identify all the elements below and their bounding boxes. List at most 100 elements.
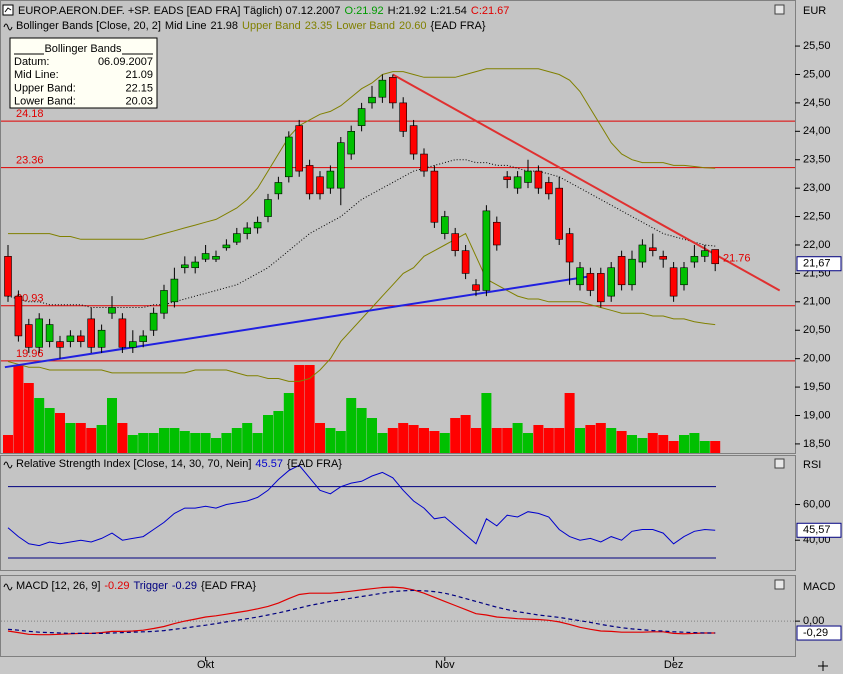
x-tick-label: Nov <box>435 659 455 671</box>
y-tick-label: 0,00 <box>803 615 824 627</box>
volume-bar <box>491 428 502 453</box>
candle-body <box>233 233 241 243</box>
chart-header: EUROP.AERON.DEF. +SP. EADS [EAD FRA] Täg… <box>18 5 509 17</box>
volume-bar <box>450 418 461 453</box>
candle-body <box>544 182 553 195</box>
volume-bar <box>398 423 409 453</box>
candle-body <box>191 261 199 269</box>
volume-bar <box>543 428 554 453</box>
candle-body <box>45 324 54 342</box>
volume-bar <box>315 423 325 453</box>
zoom-icon[interactable] <box>818 661 828 671</box>
candle-body <box>680 267 688 286</box>
y-tick-label: 25,50 <box>803 40 831 52</box>
volume-bar <box>325 428 336 453</box>
volume-bar <box>637 438 648 453</box>
candle-body <box>222 244 231 249</box>
info-value: 20.03 <box>125 96 153 108</box>
volume-bar <box>117 423 128 453</box>
candle-body <box>492 221 501 246</box>
indicator-suffix: {EAD FRA} <box>431 20 486 32</box>
volume-bar <box>710 441 721 453</box>
candle-body <box>181 264 189 269</box>
chart-title: EUROP.AERON.DEF. +SP. EADS [EAD FRA] Täg… <box>18 5 341 17</box>
volume-bar <box>200 433 211 453</box>
candle-body <box>357 108 366 126</box>
y-tick-label: 24,50 <box>803 97 831 109</box>
candle-body <box>295 125 304 172</box>
legend-value: 21.98 <box>211 20 239 32</box>
macd-line <box>7 586 716 636</box>
volume-bar <box>44 408 55 453</box>
volume-bar <box>75 423 86 453</box>
volume-bar <box>263 415 273 453</box>
info-title: Bollinger Bands <box>44 43 122 55</box>
candle-body <box>420 153 428 172</box>
band-line <box>7 232 716 382</box>
volume-bar <box>304 365 315 453</box>
candle-body <box>524 170 532 183</box>
candle-body <box>201 253 210 260</box>
candle-body <box>212 256 220 260</box>
window-button[interactable] <box>774 458 785 469</box>
y-tick-label: 20,50 <box>803 324 831 336</box>
macd-value: -0.29 <box>104 580 129 592</box>
candle-body <box>461 250 470 274</box>
volume-bar <box>523 433 533 453</box>
candle-body <box>628 258 636 286</box>
y-tick-label: 18,50 <box>803 438 831 450</box>
info-value: 21.09 <box>125 69 153 81</box>
volume-bar <box>439 433 450 453</box>
candle-body <box>284 136 293 178</box>
legend-name: Lower Band <box>336 20 395 32</box>
volume-bar <box>169 428 180 453</box>
candle-body <box>451 233 460 251</box>
last-value-box <box>796 256 842 272</box>
volume-bar <box>627 435 637 453</box>
candle-body <box>77 335 85 342</box>
volume-bar <box>55 413 65 453</box>
volume-bar <box>65 423 76 453</box>
volume-bar <box>408 425 419 453</box>
candle-body <box>97 329 106 348</box>
candle-body <box>336 142 345 189</box>
volume-bar <box>377 433 388 453</box>
window-button[interactable] <box>774 579 785 590</box>
volume-bar <box>460 415 471 453</box>
indicator-icon <box>3 23 13 31</box>
candle-body <box>305 165 314 195</box>
ohlc-label: L:21.54 <box>430 5 467 17</box>
rsi-line <box>7 464 716 547</box>
candle-body <box>648 247 657 251</box>
candle-body <box>586 273 595 291</box>
candle-body <box>139 335 147 342</box>
y-tick-label: 20,00 <box>803 353 831 365</box>
rsi-header: Relative Strength Index [Close, 14, 30, … <box>16 458 342 470</box>
candle-body <box>638 244 647 263</box>
volume-bar <box>252 433 263 453</box>
window-button[interactable] <box>774 4 785 15</box>
volume-bar <box>3 435 13 453</box>
x-tick-label: Okt <box>197 659 214 671</box>
volume-bar <box>148 433 159 453</box>
candle-body <box>66 335 75 342</box>
volume-bar <box>107 398 117 453</box>
volume-bar <box>294 365 305 453</box>
macd-suffix: {EAD FRA} <box>201 580 256 592</box>
candle-body <box>617 256 626 286</box>
volume-bar <box>564 393 575 453</box>
y-tick-label: 19,50 <box>803 381 831 393</box>
volume-bar <box>616 431 627 453</box>
candle-body <box>87 318 95 348</box>
level-label: 19.96 <box>16 348 44 360</box>
y-tick-label: 22,00 <box>803 239 831 251</box>
volume-bar <box>86 428 97 453</box>
volume-bar <box>356 408 367 453</box>
candle-body <box>440 216 449 234</box>
ohlc-label: O:21.92 <box>345 5 384 17</box>
last-value-label: 21,67 <box>803 258 831 270</box>
macd-title: MACD [12, 26, 9] <box>16 580 100 592</box>
candle-body <box>690 256 699 263</box>
volume-bar <box>387 428 398 453</box>
candle-body <box>160 290 168 314</box>
